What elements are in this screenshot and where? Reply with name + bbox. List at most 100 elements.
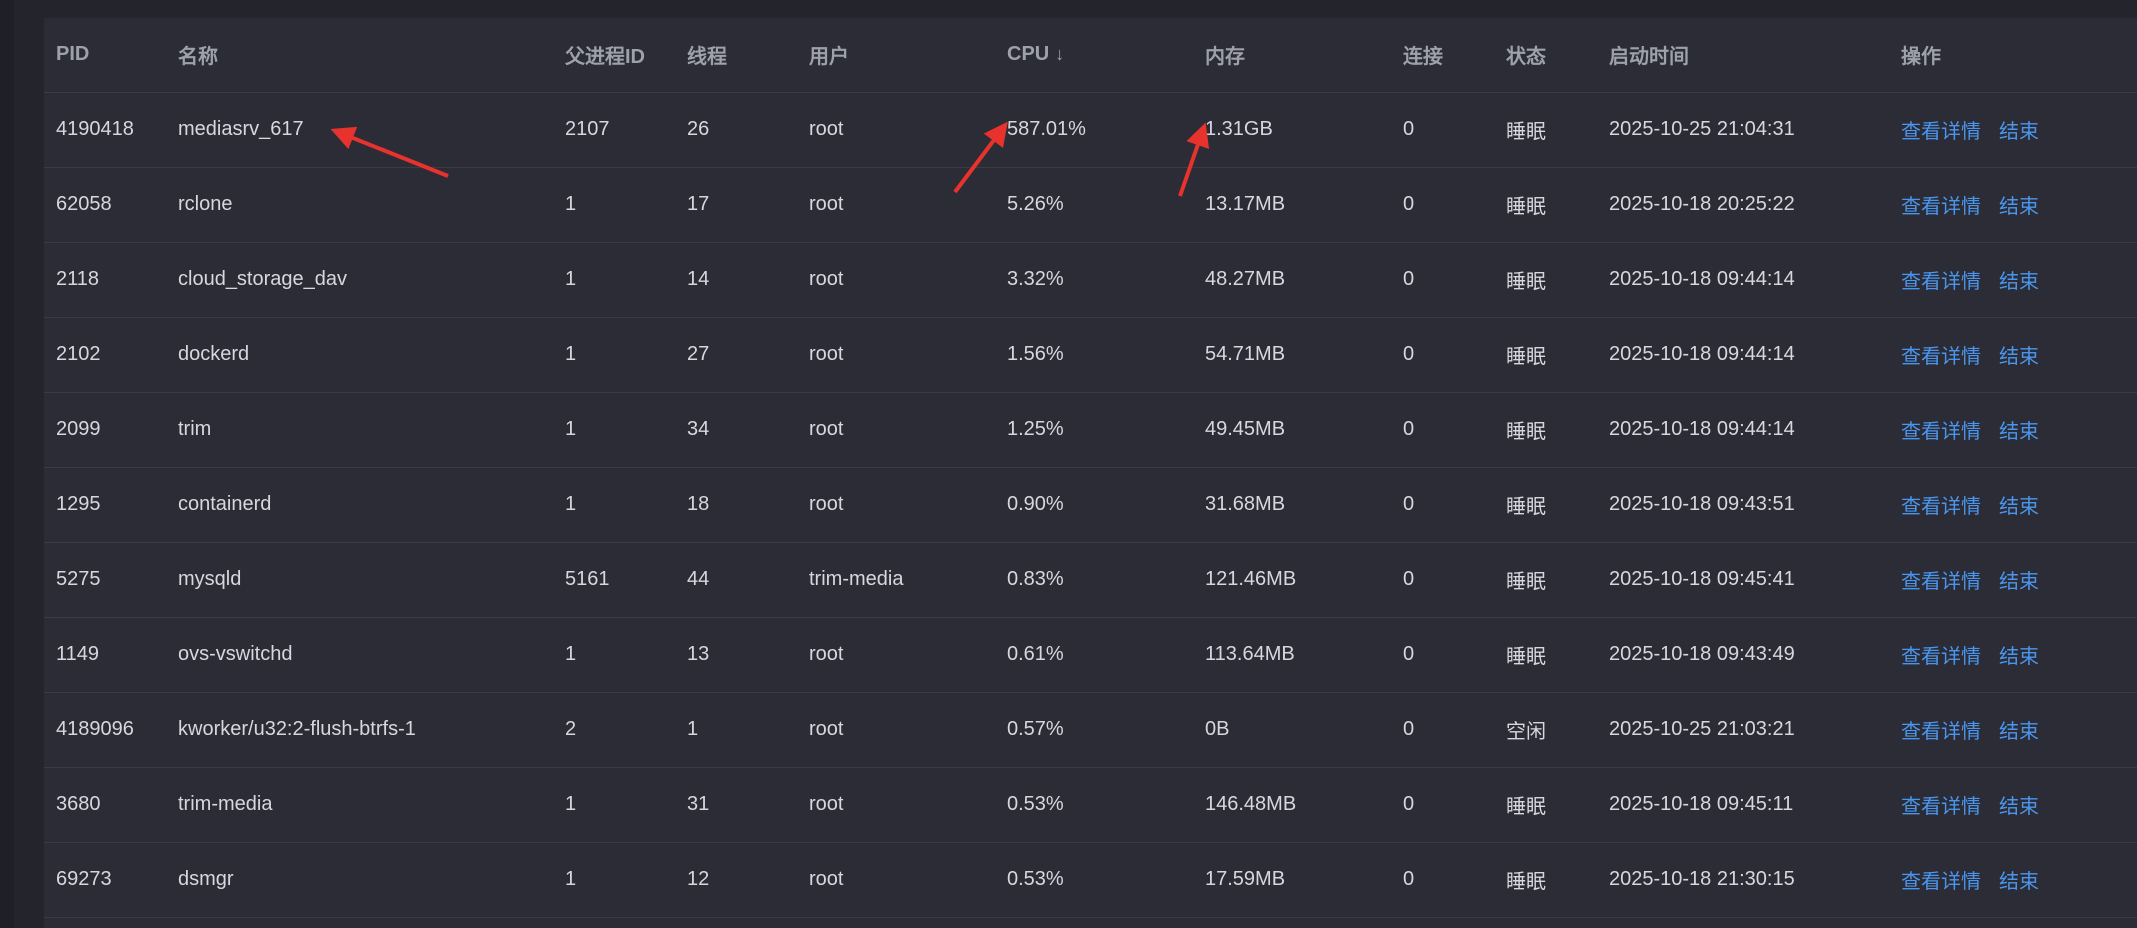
cell-threads: 1 [675,692,797,768]
process-table: PID 名称 父进程ID 线程 用户 CPU ↓ 内存 连接 状态 启动时间 操作… [44,18,2137,918]
column-header-pid[interactable]: PID [44,18,166,93]
column-header-start-time[interactable]: 启动时间 [1597,18,1889,93]
cell-user: root [797,392,995,468]
cell-threads: 14 [675,242,797,318]
kill-process-link[interactable]: 结束 [1999,121,2039,143]
column-header-memory[interactable]: 内存 [1193,18,1391,93]
cell-user: root [797,242,995,318]
cell-state: 睡眠 [1494,467,1597,543]
cell-connections: 0 [1391,692,1494,768]
table-row[interactable]: 62058 rclone 1 17 root 5.26% 13.17MB 0 睡眠 2025-10… [44,167,2137,243]
column-header-threads[interactable]: 线程 [675,18,797,93]
kill-process-link[interactable]: 结束 [1999,796,2039,818]
cell-ppid: 1 [553,242,675,318]
cell-start-time: 2025-10-18 21:30:15 [1597,842,1889,918]
cell-memory: 13.17MB [1193,167,1391,243]
cell-actions: 查看详情 结束 [1889,167,2137,243]
table-row[interactable]: 1149 ovs-vswitchd 1 13 root 0.61% 113.64MB 0 睡眠 2… [44,617,2137,693]
cell-cpu: 0.57% [995,692,1193,768]
cell-threads: 34 [675,392,797,468]
cell-state: 睡眠 [1494,617,1597,693]
cell-threads: 31 [675,767,797,843]
view-details-link[interactable]: 查看详情 [1901,496,1981,518]
kill-process-link[interactable]: 结束 [1999,721,2039,743]
cell-pid: 62058 [44,167,166,243]
table-row[interactable]: 2118 cloud_storage_dav 1 14 root 3.32% 48.27MB… [44,242,2137,318]
cell-pid: 4189096 [44,692,166,768]
cell-start-time: 2025-10-25 21:04:31 [1597,92,1889,168]
table-row[interactable]: 5275 mysqld 5161 44 trim-media 0.83% 121.46MB 0… [44,542,2137,618]
left-rail [0,0,14,928]
table-row[interactable]: 3680 trim-media 1 31 root 0.53% 146.48MB 0 睡眠 202… [44,767,2137,843]
column-header-actions: 操作 [1889,18,2137,93]
column-header-user[interactable]: 用户 [797,18,995,93]
cell-user: root [797,617,995,693]
table-row[interactable]: 1295 containerd 1 18 root 0.90% 31.68MB 0 睡眠 2025… [44,467,2137,543]
cell-user: root [797,842,995,918]
cell-actions: 查看详情 结束 [1889,842,2137,918]
kill-process-link[interactable]: 结束 [1999,196,2039,218]
cell-name: ovs-vswitchd [166,617,553,693]
column-header-cpu[interactable]: CPU ↓ [995,18,1193,93]
cell-name: dsmgr [166,842,553,918]
view-details-link[interactable]: 查看详情 [1901,871,1981,893]
column-header-name[interactable]: 名称 [166,18,553,93]
cell-pid: 2118 [44,242,166,318]
cell-state: 睡眠 [1494,542,1597,618]
cell-name: dockerd [166,317,553,393]
cell-ppid: 2107 [553,92,675,168]
cell-start-time: 2025-10-18 09:44:14 [1597,392,1889,468]
cell-state: 睡眠 [1494,767,1597,843]
cell-actions: 查看详情 结束 [1889,542,2137,618]
cell-actions: 查看详情 结束 [1889,767,2137,843]
column-header-connections[interactable]: 连接 [1391,18,1494,93]
view-details-link[interactable]: 查看详情 [1901,121,1981,143]
cell-ppid: 1 [553,767,675,843]
cell-user: root [797,767,995,843]
cell-pid: 2102 [44,317,166,393]
cell-user: root [797,92,995,168]
kill-process-link[interactable]: 结束 [1999,646,2039,668]
cell-actions: 查看详情 结束 [1889,392,2137,468]
table-row[interactable]: 4189096 kworker/u32:2-flush-btrfs-1 2 1 root… [44,692,2137,768]
cell-start-time: 2025-10-18 09:45:41 [1597,542,1889,618]
view-details-link[interactable]: 查看详情 [1901,271,1981,293]
kill-process-link[interactable]: 结束 [1999,871,2039,893]
table-row[interactable]: 4190418 mediasrv_617 2107 26 root 587.01% 1.31… [44,92,2137,168]
cell-state: 睡眠 [1494,317,1597,393]
cell-cpu: 3.32% [995,242,1193,318]
cell-memory: 1.31GB [1193,92,1391,168]
view-details-link[interactable]: 查看详情 [1901,646,1981,668]
view-details-link[interactable]: 查看详情 [1901,421,1981,443]
kill-process-link[interactable]: 结束 [1999,571,2039,593]
cell-name: trim-media [166,767,553,843]
cell-connections: 0 [1391,542,1494,618]
view-details-link[interactable]: 查看详情 [1901,571,1981,593]
cell-name: cloud_storage_dav [166,242,553,318]
cell-memory: 121.46MB [1193,542,1391,618]
table-header-row: PID 名称 父进程ID 线程 用户 CPU ↓ 内存 连接 状态 启动时间 操作 [44,18,2137,93]
view-details-link[interactable]: 查看详情 [1901,796,1981,818]
column-header-ppid[interactable]: 父进程ID [553,18,675,93]
view-details-link[interactable]: 查看详情 [1901,721,1981,743]
table-row[interactable]: 2102 dockerd 1 27 root 1.56% 54.71MB 0 睡眠 2025-10… [44,317,2137,393]
kill-process-link[interactable]: 结束 [1999,271,2039,293]
kill-process-link[interactable]: 结束 [1999,496,2039,518]
cell-pid: 1295 [44,467,166,543]
kill-process-link[interactable]: 结束 [1999,346,2039,368]
cell-threads: 27 [675,317,797,393]
cell-user: trim-media [797,542,995,618]
kill-process-link[interactable]: 结束 [1999,421,2039,443]
cell-cpu: 0.53% [995,842,1193,918]
cell-connections: 0 [1391,392,1494,468]
view-details-link[interactable]: 查看详情 [1901,346,1981,368]
cell-state: 睡眠 [1494,242,1597,318]
table-row[interactable]: 2099 trim 1 34 root 1.25% 49.45MB 0 睡眠 2025-10-18… [44,392,2137,468]
column-header-state[interactable]: 状态 [1494,18,1597,93]
cell-name: mysqld [166,542,553,618]
table-row[interactable]: 69273 dsmgr 1 12 root 0.53% 17.59MB 0 睡眠 2025-10-… [44,842,2137,918]
cell-name: kworker/u32:2-flush-btrfs-1 [166,692,553,768]
view-details-link[interactable]: 查看详情 [1901,196,1981,218]
cell-user: root [797,167,995,243]
cell-cpu: 5.26% [995,167,1193,243]
